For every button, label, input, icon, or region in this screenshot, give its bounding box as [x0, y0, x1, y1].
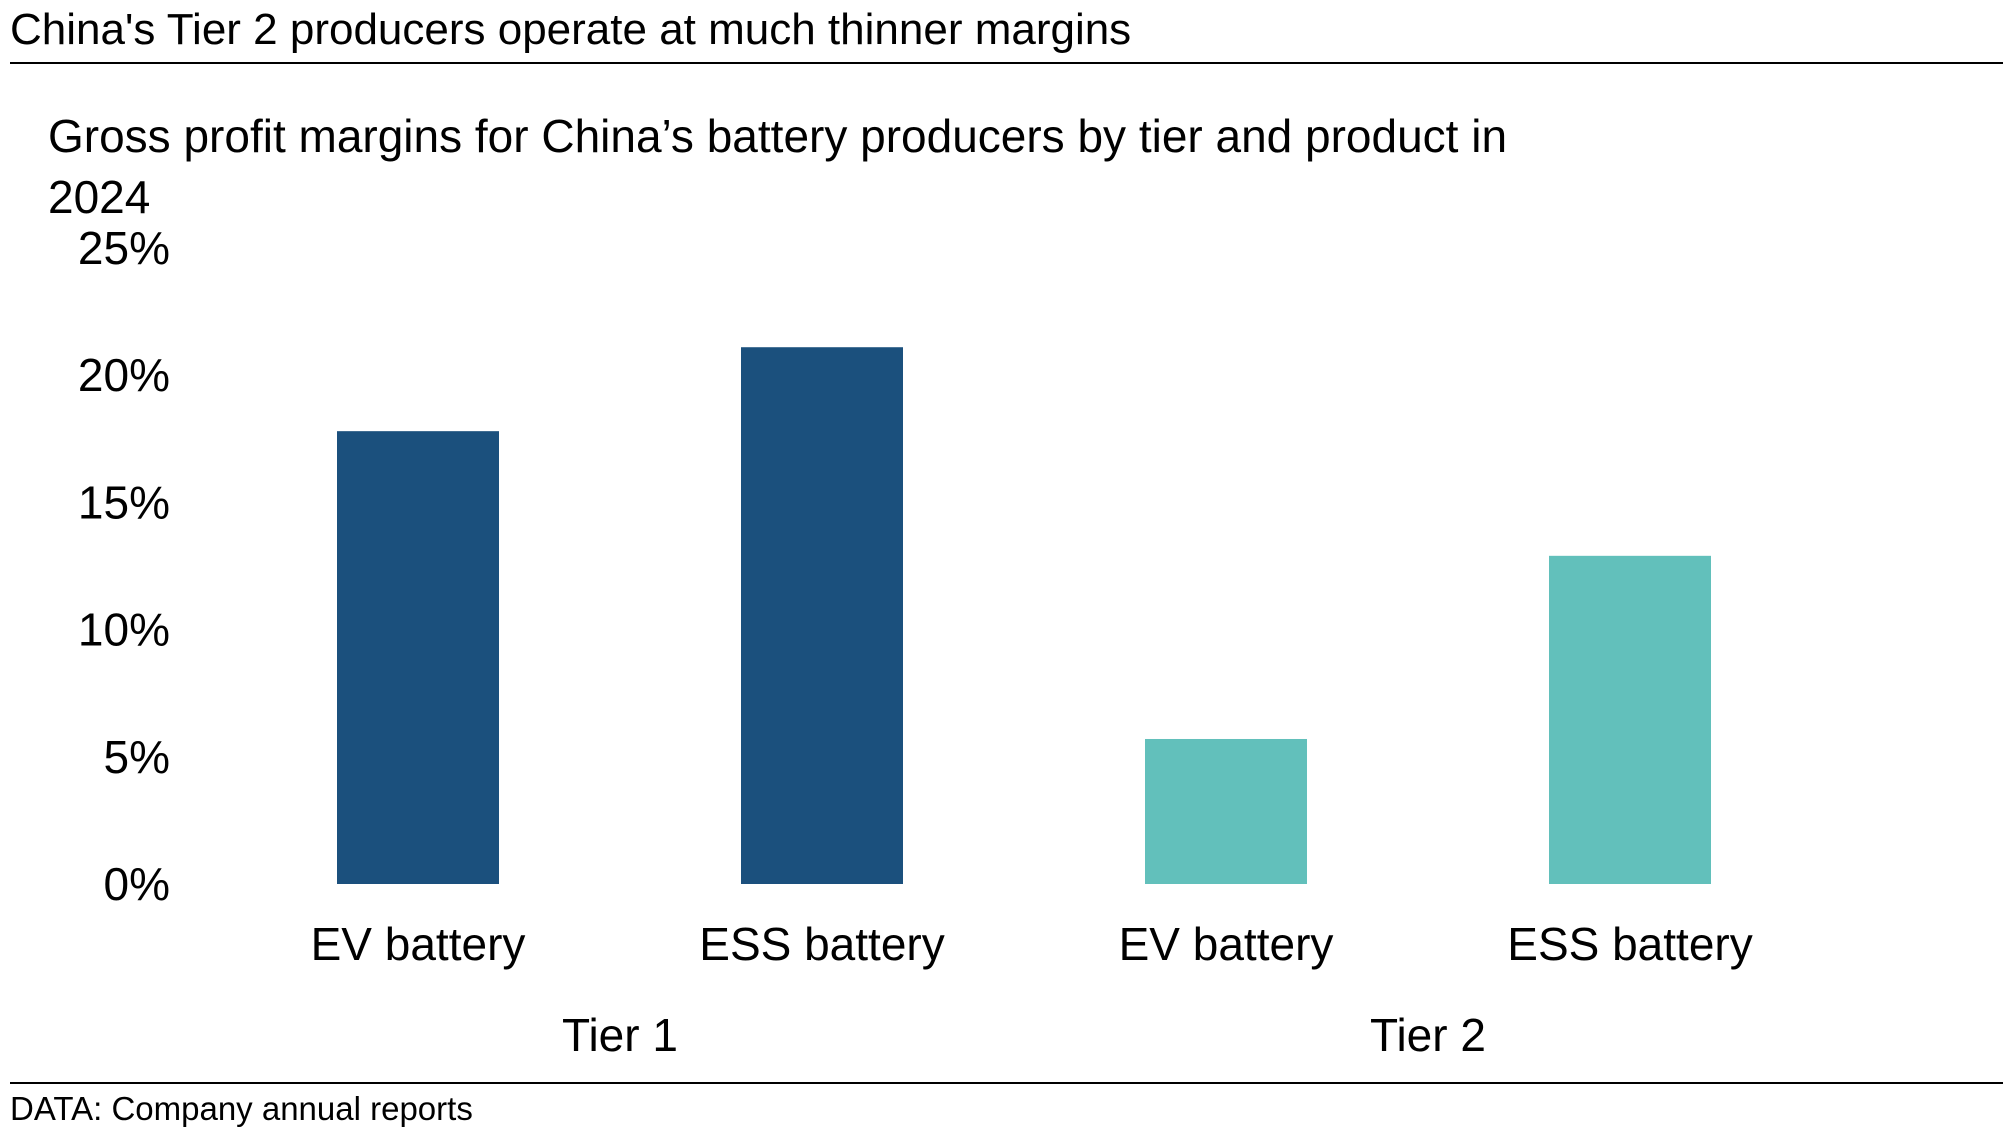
- y-tick-label: 0%: [104, 858, 170, 910]
- bar-tier-2-ev-battery: [1145, 738, 1307, 884]
- x-axis: EV battery ESS battery Tier 1 EV battery ESS…: [311, 918, 1753, 1061]
- x-group-label: Tier 2: [1370, 1009, 1486, 1061]
- chart-title-line-1: Gross profit margins for China’s battery…: [48, 110, 1507, 162]
- y-axis: 0% 5% 10% 15% 20% 25%: [78, 222, 170, 910]
- y-tick-label: 20%: [78, 349, 170, 401]
- chart-title-line-2: 2024: [48, 171, 150, 223]
- y-tick-label: 10%: [78, 604, 170, 656]
- x-category-label: ESS battery: [699, 918, 944, 970]
- headline: China's Tier 2 producers operate at much…: [10, 5, 1131, 54]
- bar-tier-1-ess-battery: [741, 347, 903, 884]
- x-group-label: Tier 1: [562, 1009, 678, 1061]
- y-tick-label: 5%: [104, 731, 170, 783]
- y-tick-label: 25%: [78, 222, 170, 274]
- x-category-label: EV battery: [311, 918, 526, 970]
- bar-tier-2-ess-battery: [1549, 555, 1711, 884]
- bars: [337, 347, 1711, 884]
- x-category-label: EV battery: [1119, 918, 1334, 970]
- x-category-label: ESS battery: [1507, 918, 1752, 970]
- bar-tier-1-ev-battery: [337, 431, 499, 884]
- y-tick-label: 15%: [78, 476, 170, 528]
- source-note: DATA: Company annual reports: [10, 1090, 473, 1127]
